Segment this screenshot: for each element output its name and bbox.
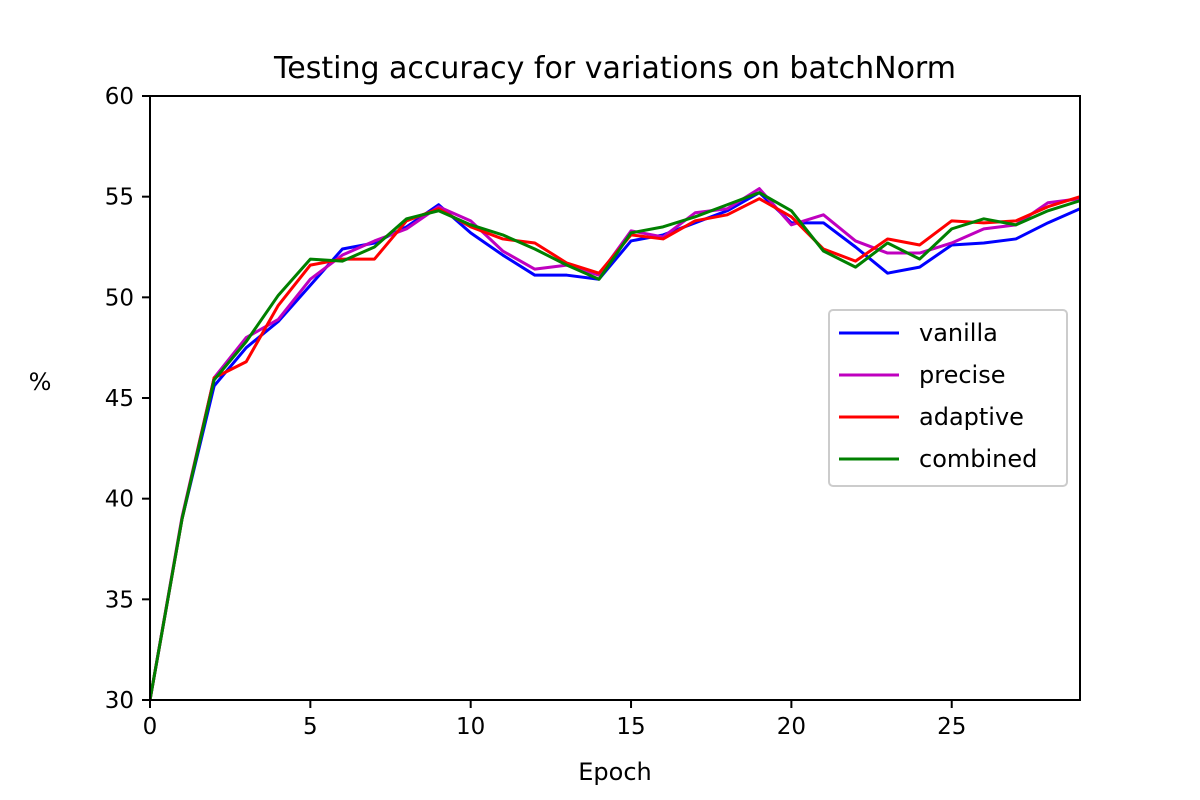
legend: vanilla precise adaptive combined	[828, 309, 1068, 487]
legend-label-precise: precise	[919, 361, 1005, 389]
legend-box	[828, 309, 1068, 487]
y-tick-label: 40	[105, 487, 134, 513]
x-tick-label: 10	[456, 714, 485, 740]
y-tick-label: 55	[105, 185, 134, 211]
legend-label-vanilla: vanilla	[919, 319, 998, 347]
legend-label-adaptive: adaptive	[919, 403, 1024, 431]
x-tick-label: 15	[616, 714, 645, 740]
plot-area	[150, 187, 1080, 700]
y-tick-label: 60	[105, 84, 134, 110]
legend-label-combined: combined	[919, 445, 1037, 473]
x-tick-label: 20	[777, 714, 806, 740]
series-line-combined	[150, 191, 1080, 700]
y-tick-label: 35	[105, 587, 134, 613]
y-tick-label: 30	[105, 688, 134, 714]
x-tick-label: 0	[143, 714, 158, 740]
y-tick-label: 50	[105, 285, 134, 311]
chart-title: Testing accuracy for variations on batch…	[273, 51, 956, 86]
axes: 0 5 10 15 20 25 30 35 40 45 50 55 60	[105, 84, 1081, 740]
x-tick-label: 25	[937, 714, 966, 740]
y-axis-label: %	[29, 368, 52, 396]
x-tick-label: 5	[303, 714, 318, 740]
x-axis-label: Epoch	[578, 758, 652, 786]
y-tick-label: 45	[105, 386, 134, 412]
series-line-vanilla	[150, 191, 1080, 700]
